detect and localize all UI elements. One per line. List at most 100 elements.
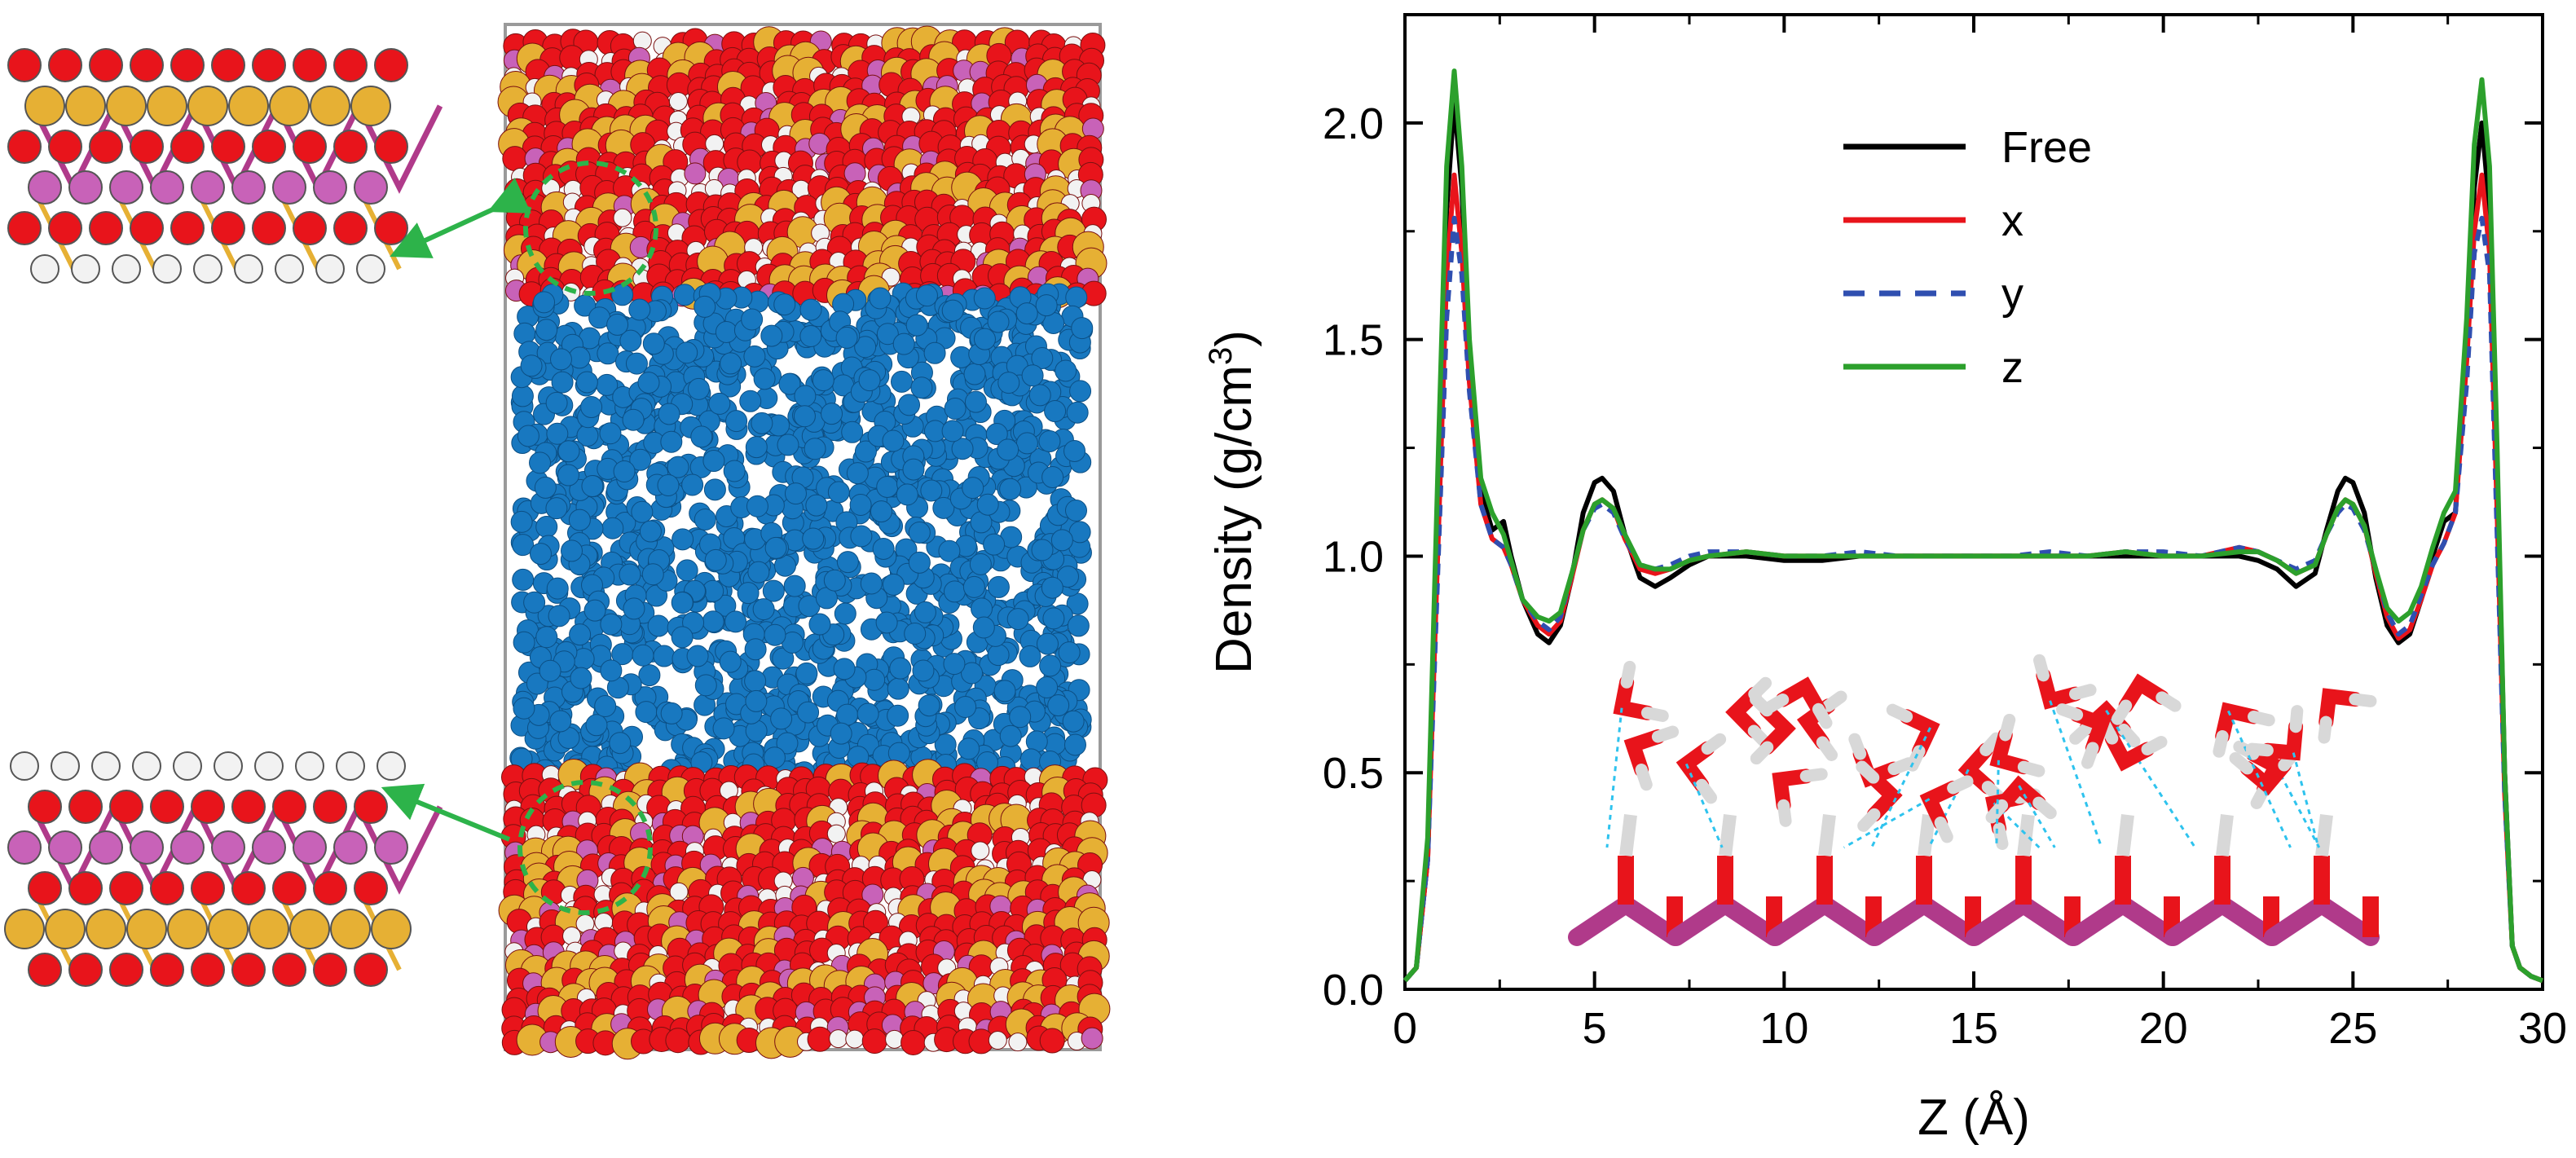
water-atom [898, 394, 921, 416]
water-atom [744, 670, 767, 693]
slab-ball [356, 254, 385, 284]
aluminum-bond [1866, 893, 1982, 946]
slab-ball [191, 871, 225, 905]
slab-ball [152, 254, 182, 284]
slab-ball [374, 130, 408, 164]
slab-ball [68, 170, 103, 205]
slab-ball [310, 86, 350, 126]
water-atom [583, 599, 606, 622]
water-hydrogen [1848, 733, 1867, 760]
water-atom [802, 527, 825, 550]
water-atom [823, 569, 846, 592]
water-atom [860, 572, 883, 595]
water-hydrogen [2229, 752, 2254, 775]
water-hydrogen [2081, 742, 2099, 769]
water-atom [770, 707, 793, 730]
water-atom [764, 536, 787, 559]
water-atom [690, 425, 713, 448]
water-atom [653, 645, 676, 667]
slab-ball [130, 130, 164, 164]
water-atom [676, 341, 698, 364]
slab-ball [68, 953, 103, 987]
water-atom [1067, 614, 1090, 637]
water-hydrogen [2032, 796, 2057, 820]
slab-ball [354, 790, 388, 824]
water-atom [794, 385, 817, 407]
water-atom [976, 493, 999, 516]
slab-ball [167, 909, 208, 949]
water-hydrogen [1640, 707, 1669, 722]
water-hydrogen [2155, 691, 2182, 712]
water-atom [704, 548, 727, 571]
slab-ball [313, 871, 347, 905]
slab-ball [354, 871, 388, 905]
aluminum-bond [2164, 893, 2280, 946]
slab-ball [91, 751, 121, 781]
water-atom [520, 354, 543, 377]
water-atom [827, 481, 850, 504]
water-atom [597, 342, 619, 365]
slab-atom [807, 1026, 833, 1052]
water-atom [599, 422, 622, 445]
bottom-zoom-arrow [381, 783, 511, 842]
water-hydrogen [1812, 702, 1833, 729]
aluminum-bond [1966, 893, 2081, 946]
slab-ball [211, 130, 245, 164]
x-tick-label: 10 [1759, 1004, 1808, 1053]
water-atom [923, 341, 946, 364]
slab-ball [371, 909, 412, 949]
water-atom [1042, 607, 1065, 630]
series-line-free [1402, 99, 2544, 984]
slab-atom [502, 146, 528, 172]
water-atom [973, 287, 996, 310]
water-atom [944, 397, 967, 420]
water-atom [1047, 694, 1070, 717]
x-axis-ticks [1403, 15, 2544, 989]
water-atom [854, 440, 877, 463]
water-atom [795, 662, 818, 685]
water-atom [743, 345, 766, 368]
water-atom [950, 346, 973, 368]
slab-ball [24, 86, 65, 126]
slab-ball [89, 211, 123, 245]
water-atom [638, 664, 661, 687]
water-atom [1015, 302, 1038, 325]
water-atom [739, 390, 762, 412]
water-hydrogen [1857, 808, 1881, 832]
slab-ball [4, 909, 45, 949]
water-hydrogen [2056, 703, 2084, 721]
water-atom [629, 448, 652, 471]
water-atom [1069, 380, 1092, 403]
water-atom [647, 614, 670, 637]
slab-ball [313, 170, 347, 205]
slab-ball [109, 871, 143, 905]
x-tick-label: 30 [2518, 1004, 2567, 1053]
water-atom [833, 658, 856, 680]
water-atom [892, 332, 915, 355]
water-hydrogen [2289, 705, 2304, 733]
water-atom [896, 483, 918, 506]
slab-ball [234, 254, 263, 284]
slab-ball [313, 953, 347, 987]
water-atom [836, 551, 859, 574]
water-atom [712, 717, 735, 740]
hydroxyl-hydrogen [2017, 814, 2035, 856]
water-atom [568, 509, 591, 531]
water-atom [1006, 608, 1029, 631]
hydroxyl-hydrogen [1719, 814, 1737, 856]
water-atom [938, 539, 961, 562]
water-atom [725, 410, 748, 433]
slab-ball [68, 790, 103, 824]
y-tick-label: 1.0 [1323, 532, 1384, 581]
water-atom [1009, 706, 1032, 729]
slab-ball [269, 86, 310, 126]
water-atom [1050, 529, 1073, 552]
water-hydrogen [2069, 684, 2097, 701]
hydroxyl-hydrogen [1918, 814, 1935, 856]
water-atom [987, 575, 1010, 598]
slab-ball [313, 790, 347, 824]
slab-ball [231, 953, 266, 987]
water-atom [987, 310, 1010, 333]
slab-ball [376, 751, 406, 781]
slab-ball [254, 751, 284, 781]
